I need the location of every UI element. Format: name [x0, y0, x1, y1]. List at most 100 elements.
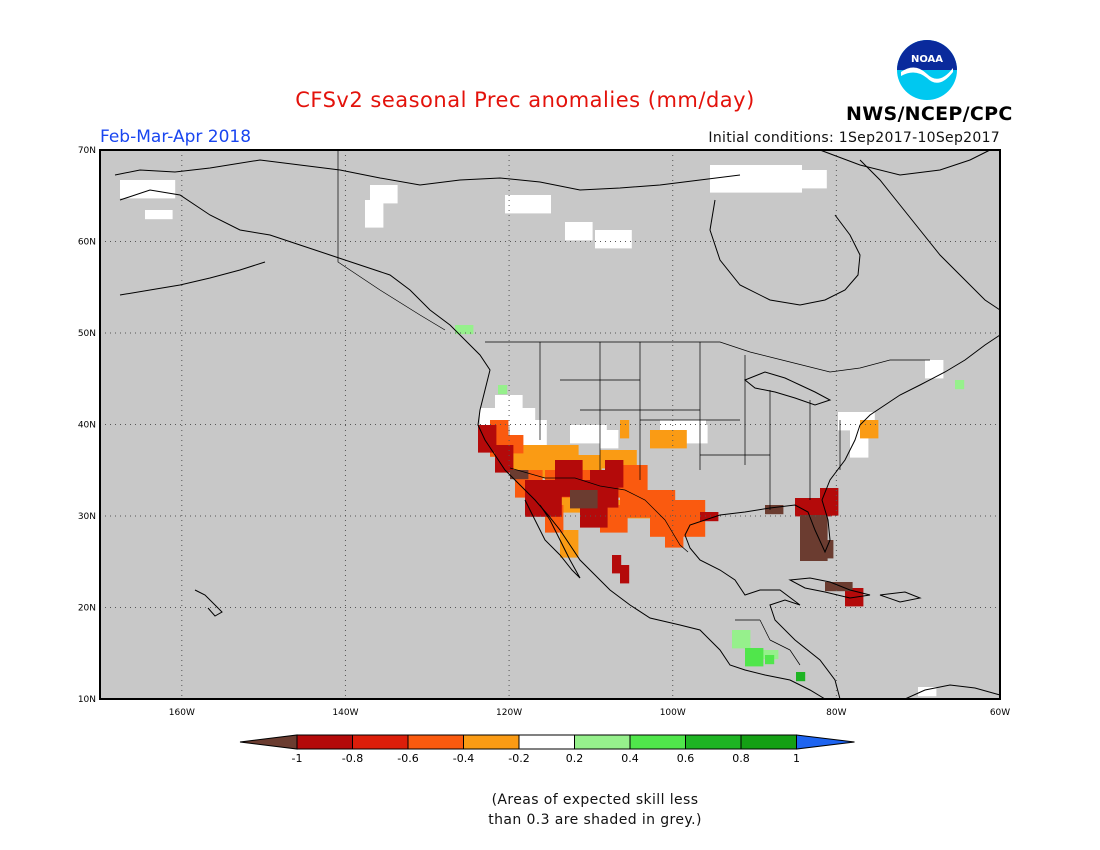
skill-note-line2: than 0.3 are shaded in grey.) — [488, 812, 702, 828]
colorbar-segment — [463, 734, 520, 750]
anomaly-cell — [825, 582, 853, 592]
coastline-hawaii — [194, 589, 223, 617]
anomaly-cell — [455, 325, 474, 335]
colorbar-tick-label: -0.4 — [453, 752, 474, 765]
colorbar-segment — [574, 734, 631, 750]
colorbar-segment — [740, 734, 797, 750]
anomaly-cell — [145, 210, 173, 220]
anomaly-cell — [650, 430, 687, 449]
map-frame — [99, 149, 1001, 700]
colorbar-high-arrow — [796, 734, 855, 750]
anomaly-cell — [505, 195, 551, 214]
lon-label: 100W — [660, 708, 686, 718]
forecast-period: Feb-Mar-Apr 2018 — [100, 127, 252, 147]
skill-note-line1: (Areas of expected skill less — [491, 792, 699, 808]
colorbar-tick-label: -0.6 — [397, 752, 418, 765]
coastline-labrador — [859, 159, 1001, 311]
anomaly-cell — [765, 655, 775, 665]
colorbar-segment — [296, 734, 353, 750]
colorbar-tick-label: -0.2 — [508, 752, 529, 765]
border-central-america — [735, 619, 801, 666]
anomaly-cell — [600, 430, 619, 449]
anomaly-cell — [620, 420, 630, 439]
lon-label: 60W — [990, 708, 1010, 718]
anomaly-cell — [120, 180, 176, 199]
anomaly-cell — [790, 170, 827, 189]
anomaly-cell — [595, 230, 632, 249]
coastline-hudson — [709, 199, 861, 306]
map-title: CFSv2 seasonal Prec anomalies (mm/day) — [295, 88, 755, 112]
coastline-great-lakes — [744, 371, 832, 406]
colorbar-segment — [685, 734, 742, 750]
map-gridlines — [100, 150, 1000, 699]
lat-label: 70N — [78, 146, 96, 156]
colorbar-segment — [629, 734, 686, 750]
coastline-gulf — [684, 334, 1001, 700]
border-us-mexico — [509, 467, 689, 553]
lon-label: 120W — [496, 708, 522, 718]
anomaly-cell — [570, 425, 607, 444]
coastlines — [114, 149, 1001, 700]
anomaly-cell — [570, 490, 598, 509]
anomaly-cell — [760, 650, 779, 660]
anomaly-cell — [796, 672, 806, 682]
agency-label: NWS/NCEP/CPC — [846, 103, 1013, 125]
coastline-hispaniola — [879, 591, 922, 603]
lat-label: 10N — [78, 695, 96, 705]
coastline-baja — [524, 499, 581, 579]
colorbar-tick-label: 0.4 — [621, 752, 639, 765]
colorbar-tick-label: 1 — [793, 752, 800, 765]
colorbar-tick-label: 0.6 — [677, 752, 695, 765]
anomaly-cell — [918, 687, 937, 697]
color-legend-ticks: -1 -0.8 -0.6 -0.4 -0.2 0.2 0.4 0.6 0.8 1 — [292, 752, 800, 765]
anomaly-cell — [565, 222, 593, 241]
anomaly-cell — [860, 420, 879, 439]
anomaly-cell — [612, 555, 622, 574]
border-us-alaska — [337, 150, 446, 331]
anomaly-cell — [370, 185, 398, 204]
colorbar-segment — [352, 734, 409, 750]
logo-text: NOAA — [911, 54, 943, 65]
colorbar-segment — [518, 734, 575, 750]
anomaly-cell — [680, 425, 708, 444]
colorbar-segment — [407, 734, 464, 750]
anomaly-cell — [765, 505, 784, 515]
anomaly-cell — [620, 565, 630, 584]
anomaly-cell — [665, 520, 684, 548]
latitude-labels: 70N 60N 50N 40N 30N 20N 10N — [78, 146, 96, 705]
lon-label: 140W — [332, 708, 358, 718]
lat-label: 40N — [78, 421, 96, 431]
anomaly-cell — [955, 380, 965, 390]
colorbar-low-arrow — [239, 734, 298, 750]
political-borders — [337, 150, 930, 666]
anomaly-cell — [925, 360, 944, 379]
anomaly-cell — [478, 425, 497, 453]
colorbar-tick-label: 0.2 — [566, 752, 584, 765]
anomaly-cell — [498, 385, 508, 395]
lat-label: 20N — [78, 604, 96, 614]
coastline-aleutians — [119, 261, 266, 296]
anomaly-cell — [745, 648, 764, 667]
colorbar-tick-label: -0.8 — [342, 752, 363, 765]
lat-label: 60N — [78, 238, 96, 248]
lon-label: 80W — [826, 708, 846, 718]
border-us-canada — [485, 341, 930, 373]
lon-label: 160W — [169, 708, 195, 718]
coastline-greenland — [819, 149, 991, 176]
lat-label: 50N — [78, 329, 96, 339]
anomaly-cell — [710, 165, 802, 193]
coastline-west — [119, 189, 826, 700]
lat-label: 30N — [78, 512, 96, 522]
longitude-labels: 160W 140W 120W 100W 80W 60W — [169, 708, 1010, 718]
anomaly-cell — [510, 470, 529, 480]
coastline-cuba — [788, 577, 871, 599]
border-states-1 — [539, 342, 841, 510]
coastline-south-america — [904, 684, 1001, 700]
anomaly-cell — [700, 512, 719, 522]
anomaly-cell — [365, 200, 384, 228]
coastline-arctic — [114, 159, 741, 191]
initial-conditions: Initial conditions: 1Sep2017-10Sep2017 — [708, 130, 1000, 146]
anomaly-cell — [620, 465, 648, 493]
colorbar-tick-label: -1 — [292, 752, 303, 765]
